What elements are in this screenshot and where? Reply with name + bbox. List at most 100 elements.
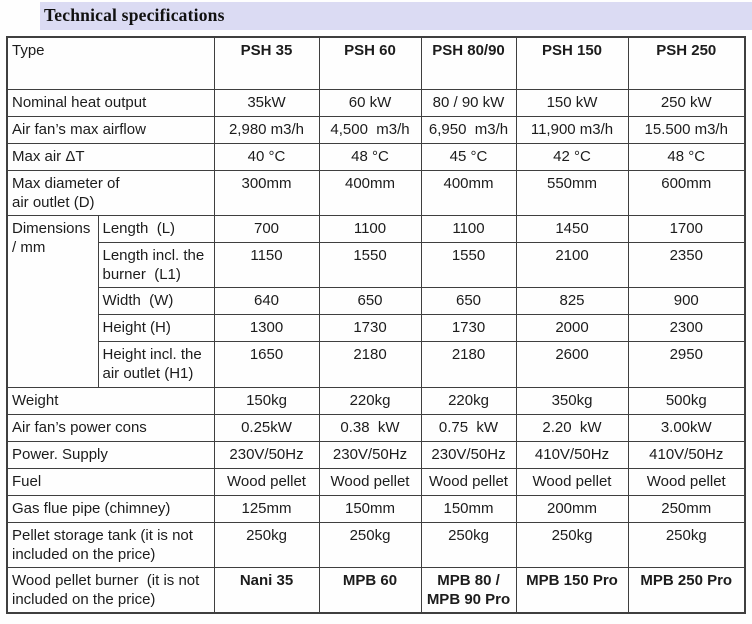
cell-weight-col5: 500kg xyxy=(627,386,746,415)
row-label-width: Width (W) xyxy=(97,287,215,316)
cell-air-fan-max-airflow-col5: 15.500 m3/h xyxy=(627,115,746,144)
row-label-max-air-delta-t: Max air ΔT xyxy=(6,142,215,171)
row-label-height-incl-air-outlet: Height incl. the air outlet (H1) xyxy=(97,341,215,388)
cell-nominal-heat-output-col4: 150 kW xyxy=(515,88,629,117)
row-power-supply: Power. Supply 230V/50Hz 230V/50Hz 230V/50Hz… xyxy=(6,440,746,469)
row-wood-pellet-burner: Wood pellet burner (it is not included o… xyxy=(6,567,746,614)
cell-air-fan-power-cons-col2: 0.38 kW xyxy=(318,413,422,442)
cell-height-col4: 2000 xyxy=(515,314,629,343)
row-length-incl-burner: Length incl. the burner (L1) 1150 1550 1550… xyxy=(7,241,746,289)
cell-length-col5: 1700 xyxy=(627,214,746,243)
cell-nominal-heat-output-col3: 80 / 90 kW xyxy=(420,88,517,117)
cell-weight-col4: 350kg xyxy=(515,386,629,415)
cell-length-incl-burner-col1: 1150 xyxy=(213,241,320,289)
cell-max-diameter-air-outlet-col3: 400mm xyxy=(420,169,517,216)
row-label-height: Height (H) xyxy=(97,314,215,343)
cell-width-col1: 640 xyxy=(213,287,320,316)
spec-table-body: Type PSH 35 PSH 60 PSH 80/90 PSH 150 PSH 250 N… xyxy=(6,36,746,614)
row-label-fuel: Fuel xyxy=(6,467,215,496)
column-header-3: PSH 80/90 xyxy=(420,36,517,90)
cell-power-supply-col2: 230V/50Hz xyxy=(318,440,422,469)
cell-max-air-delta-t-col4: 42 °C xyxy=(515,142,629,171)
cell-max-diameter-air-outlet-col5: 600mm xyxy=(627,169,746,216)
cell-fuel-col3: Wood pellet xyxy=(420,467,517,496)
row-label-nominal-heat-output: Nominal heat output xyxy=(6,88,215,117)
row-label-length-incl-burner: Length incl. the burner (L1) xyxy=(97,241,215,289)
column-header-4: PSH 150 xyxy=(515,36,629,90)
column-header-2: PSH 60 xyxy=(318,36,422,90)
cell-air-fan-max-airflow-col4: 11,900 m3/h xyxy=(515,115,629,144)
cell-air-fan-power-cons-col5: 3.00kW xyxy=(627,413,746,442)
page-title: Technical specifications xyxy=(44,4,225,25)
spec-table: Type PSH 35 PSH 60 PSH 80/90 PSH 150 PSH 250 N… xyxy=(6,36,746,615)
cell-max-diameter-air-outlet-col4: 550mm xyxy=(515,169,629,216)
cell-pellet-storage-tank-col5: 250kg xyxy=(627,521,746,569)
cell-height-incl-air-outlet-col1: 1650 xyxy=(213,341,320,388)
row-height: Height (H) 1300 1730 1730 2000 2300 xyxy=(7,314,746,343)
cell-width-col4: 825 xyxy=(515,287,629,316)
row-width: Width (W) 640 650 650 825 900 xyxy=(7,287,746,316)
row-height-incl-air-outlet: Height incl. the air outlet (H1) 1650 2180… xyxy=(7,341,746,388)
cell-power-supply-col3: 230V/50Hz xyxy=(420,440,517,469)
cell-wood-pellet-burner-col3: MPB 80 / MPB 90 Pro xyxy=(420,567,517,614)
cell-height-col1: 1300 xyxy=(213,314,320,343)
row-label-air-fan-max-airflow: Air fan’s max airflow xyxy=(6,115,215,144)
row-label-wood-pellet-burner: Wood pellet burner (it is not included o… xyxy=(6,567,215,614)
cell-max-diameter-air-outlet-col2: 400mm xyxy=(318,169,422,216)
row-label-power-supply: Power. Supply xyxy=(6,440,215,469)
cell-height-incl-air-outlet-col3: 2180 xyxy=(420,341,517,388)
cell-max-air-delta-t-col3: 45 °C xyxy=(420,142,517,171)
dimensions-group-label: Dimensions / mm xyxy=(6,214,99,388)
row-weight: Weight 150kg 220kg 220kg 350kg 500kg xyxy=(6,386,746,415)
row-gas-flue-pipe: Gas flue pipe (chimney) 125mm 150mm 150mm 20… xyxy=(6,494,746,523)
cell-nominal-heat-output-col1: 35kW xyxy=(213,88,320,117)
cell-nominal-heat-output-col5: 250 kW xyxy=(627,88,746,117)
cell-length-col2: 1100 xyxy=(318,214,422,243)
row-label-air-fan-power-cons: Air fan’s power cons xyxy=(6,413,215,442)
cell-nominal-heat-output-col2: 60 kW xyxy=(318,88,422,117)
cell-gas-flue-pipe-col2: 150mm xyxy=(318,494,422,523)
row-label-gas-flue-pipe: Gas flue pipe (chimney) xyxy=(6,494,215,523)
row-air-fan-power-cons: Air fan’s power cons 0.25kW 0.38 kW 0.75 kW… xyxy=(6,413,746,442)
row-air-fan-max-airflow: Air fan’s max airflow 2,980 m3/h 4,500 m3/… xyxy=(6,115,746,144)
cell-length-incl-burner-col5: 2350 xyxy=(627,241,746,289)
row-length: Dimensions / mm Length (L) 700 1100 1100 1450… xyxy=(6,214,746,388)
cell-pellet-storage-tank-col2: 250kg xyxy=(318,521,422,569)
cell-max-diameter-air-outlet-col1: 300mm xyxy=(213,169,320,216)
row-type: Type PSH 35 PSH 60 PSH 80/90 PSH 150 PSH 250 xyxy=(6,36,746,90)
cell-fuel-col5: Wood pellet xyxy=(627,467,746,496)
cell-height-incl-air-outlet-col2: 2180 xyxy=(318,341,422,388)
cell-wood-pellet-burner-col4: MPB 150 Pro xyxy=(515,567,629,614)
cell-air-fan-power-cons-col3: 0.75 kW xyxy=(420,413,517,442)
cell-height-col5: 2300 xyxy=(627,314,746,343)
cell-length-incl-burner-col2: 1550 xyxy=(318,241,422,289)
cell-length-col4: 1450 xyxy=(515,214,629,243)
cell-height-col3: 1730 xyxy=(420,314,517,343)
cell-height-col2: 1730 xyxy=(318,314,422,343)
cell-gas-flue-pipe-col3: 150mm xyxy=(420,494,517,523)
cell-length-col3: 1100 xyxy=(420,214,517,243)
cell-air-fan-max-airflow-col1: 2,980 m3/h xyxy=(213,115,320,144)
cell-gas-flue-pipe-col4: 200mm xyxy=(515,494,629,523)
type-label: Type xyxy=(6,36,215,90)
cell-length-incl-burner-col4: 2100 xyxy=(515,241,629,289)
cell-wood-pellet-burner-col1: Nani 35 xyxy=(213,567,320,614)
row-label-weight: Weight xyxy=(6,386,215,415)
row-pellet-storage-tank: Pellet storage tank (it is not included … xyxy=(6,521,746,569)
cell-length-col1: 700 xyxy=(213,214,320,243)
cell-power-supply-col4: 410V/50Hz xyxy=(515,440,629,469)
cell-fuel-col4: Wood pellet xyxy=(515,467,629,496)
row-nominal-heat-output: Nominal heat output 35kW 60 kW 80 / 90 kW 15… xyxy=(6,88,746,117)
cell-power-supply-col5: 410V/50Hz xyxy=(627,440,746,469)
cell-air-fan-max-airflow-col2: 4,500 m3/h xyxy=(318,115,422,144)
cell-air-fan-power-cons-col4: 2.20 kW xyxy=(515,413,629,442)
cell-height-incl-air-outlet-col5: 2950 xyxy=(627,341,746,388)
cell-fuel-col1: Wood pellet xyxy=(213,467,320,496)
cell-width-col5: 900 xyxy=(627,287,746,316)
cell-air-fan-power-cons-col1: 0.25kW xyxy=(213,413,320,442)
cell-weight-col1: 150kg xyxy=(213,386,320,415)
cell-air-fan-max-airflow-col3: 6,950 m3/h xyxy=(420,115,517,144)
row-max-diameter-air-outlet: Max diameter of air outlet (D) 300mm 400mm… xyxy=(6,169,746,216)
cell-max-air-delta-t-col5: 48 °C xyxy=(627,142,746,171)
